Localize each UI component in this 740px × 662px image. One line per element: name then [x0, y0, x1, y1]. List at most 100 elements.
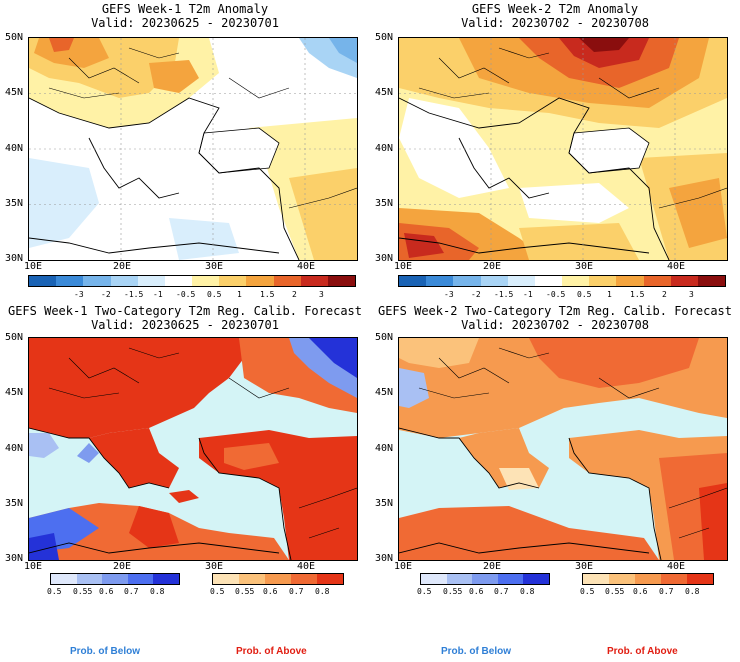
anomaly-colorbar: [398, 275, 726, 287]
above-scale-label: 0.6: [633, 587, 648, 596]
anomaly-color-swatch: [273, 276, 301, 286]
panel-title: GEFS Week-2 Two-Category T2m Reg. Calib.…: [377, 304, 732, 318]
below-color-swatch: [497, 574, 524, 584]
anomaly-color-swatch: [480, 276, 508, 286]
lon-label-20e: 20E: [483, 261, 502, 272]
anomaly-scale-label: 3: [689, 290, 694, 299]
anomaly-color-swatch: [110, 276, 138, 286]
prob-above-label: Prob. of Above: [607, 646, 678, 657]
below-color-swatch: [523, 574, 549, 584]
lat-label-30n: 30N: [375, 253, 394, 264]
anomaly-scale-label: -1: [153, 290, 163, 299]
anomaly-color-swatch: [562, 276, 590, 286]
lat-label-35n: 35N: [5, 198, 24, 209]
lon-label-30e: 30E: [205, 261, 224, 272]
lat-label-50n: 50N: [375, 32, 394, 43]
below-scale-label: 0.6: [469, 587, 484, 596]
below-color-swatch: [421, 574, 447, 584]
below-scale-label: 0.7: [494, 587, 509, 596]
panel-valid-date: Valid: 20230625 - 20230701: [91, 16, 279, 30]
above-scale-label: 0.5: [580, 587, 595, 596]
anomaly-color-swatch: [426, 276, 454, 286]
below-scale-label: 0.55: [443, 587, 463, 596]
above-color-swatch: [265, 574, 291, 584]
lat-label-45n: 45N: [5, 387, 24, 398]
lat-label-30n: 30N: [5, 253, 24, 264]
lat-label-40n: 40N: [375, 443, 394, 454]
lon-label-10e: 10E: [24, 561, 43, 572]
lat-label-45n: 45N: [375, 87, 394, 98]
below-color-swatch: [76, 574, 103, 584]
anomaly-scale-label: -2: [471, 290, 481, 299]
panel-title: GEFS Week-2 T2m Anomaly: [471, 2, 639, 16]
lat-label-50n: 50N: [375, 332, 394, 343]
prob-above-colorbar: [582, 573, 714, 585]
below-color-swatch: [102, 574, 128, 584]
anomaly-map-week2: [398, 37, 728, 261]
anomaly-scale-label: -1.5: [494, 290, 514, 299]
above-scale-label: 0.6: [263, 587, 278, 596]
anomaly-scale-label: -1.5: [124, 290, 144, 299]
above-color-swatch: [635, 574, 661, 584]
anomaly-color-swatch: [137, 276, 165, 286]
lon-label-10e: 10E: [394, 561, 413, 572]
anomaly-scale-label: 2: [662, 290, 667, 299]
above-color-swatch: [239, 574, 265, 584]
anomaly-color-swatch: [697, 276, 726, 286]
lon-label-20e: 20E: [113, 561, 132, 572]
above-scale-label: 0.5: [210, 587, 225, 596]
lon-label-20e: 20E: [483, 561, 502, 572]
anomaly-color-swatch: [164, 276, 193, 286]
lon-label-40e: 40E: [297, 261, 316, 272]
anomaly-color-swatch: [670, 276, 698, 286]
lat-label-45n: 45N: [5, 87, 24, 98]
anomaly-color-swatch: [29, 276, 57, 286]
below-scale-label: 0.8: [150, 587, 165, 596]
anomaly-color-swatch: [192, 276, 220, 286]
above-color-swatch: [213, 574, 239, 584]
below-scale-label: 0.6: [99, 587, 114, 596]
below-color-swatch: [446, 574, 473, 584]
anomaly-colorbar: [28, 275, 356, 287]
lat-label-35n: 35N: [5, 498, 24, 509]
panel-title: GEFS Week-1 T2m Anomaly: [101, 2, 269, 16]
lon-label-20e: 20E: [113, 261, 132, 272]
anomaly-color-swatch: [453, 276, 481, 286]
anomaly-color-swatch: [399, 276, 427, 286]
above-scale-label: 0.7: [289, 587, 304, 596]
anomaly-scale-label: 3: [319, 290, 324, 299]
above-color-swatch: [583, 574, 609, 584]
below-color-swatch: [51, 574, 77, 584]
anomaly-scale-label: 1: [237, 290, 242, 299]
anomaly-scale-label: -3: [444, 290, 454, 299]
panel-week1-probability: GEFS Week-1 Two-Category T2m Reg. Calib.…: [0, 300, 370, 630]
anomaly-color-swatch: [56, 276, 84, 286]
lat-label-40n: 40N: [5, 143, 24, 154]
anomaly-scale-label: -0.5: [176, 290, 196, 299]
anomaly-color-swatch: [83, 276, 111, 286]
above-scale-label: 0.7: [659, 587, 674, 596]
anomaly-color-swatch: [507, 276, 535, 286]
probability-map-week2: [398, 337, 728, 561]
panel-week2-anomaly: GEFS Week-2 T2m Anomaly Valid: 20230702 …: [370, 0, 740, 330]
anomaly-color-swatch: [643, 276, 671, 286]
panel-valid-date: Valid: 20230702 - 20230708: [461, 16, 649, 30]
lat-label-40n: 40N: [5, 443, 24, 454]
above-color-swatch: [317, 574, 343, 584]
above-scale-label: 0.8: [685, 587, 700, 596]
below-color-swatch: [127, 574, 154, 584]
below-scale-label: 0.8: [520, 587, 535, 596]
lon-label-30e: 30E: [575, 261, 594, 272]
anomaly-scale-label: 1.5: [260, 290, 275, 299]
lat-label-50n: 50N: [5, 332, 24, 343]
anomaly-scale-label: -2: [101, 290, 111, 299]
prob-below-label: Prob. of Below: [441, 646, 511, 657]
anomaly-color-swatch: [589, 276, 617, 286]
above-scale-label: 0.55: [235, 587, 255, 596]
below-scale-label: 0.5: [417, 587, 432, 596]
prob-above-label: Prob. of Above: [236, 646, 307, 657]
above-scale-label: 0.55: [605, 587, 625, 596]
panel-title: GEFS Week-1 Two-Category T2m Reg. Calib.…: [7, 304, 362, 318]
lon-label-30e: 30E: [205, 561, 224, 572]
below-scale-label: 0.5: [47, 587, 62, 596]
